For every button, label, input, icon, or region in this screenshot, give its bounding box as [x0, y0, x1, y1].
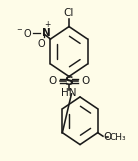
Text: $^-$O: $^-$O	[15, 27, 33, 39]
Text: Cl: Cl	[64, 8, 74, 18]
Text: O: O	[81, 76, 90, 86]
Text: HN: HN	[61, 88, 76, 98]
Text: CH₃: CH₃	[109, 133, 126, 142]
Text: O: O	[38, 39, 45, 49]
Text: N: N	[42, 28, 50, 38]
Text: S: S	[64, 75, 74, 88]
Text: O: O	[104, 132, 112, 142]
Text: +: +	[44, 20, 51, 29]
Text: O: O	[48, 76, 57, 86]
